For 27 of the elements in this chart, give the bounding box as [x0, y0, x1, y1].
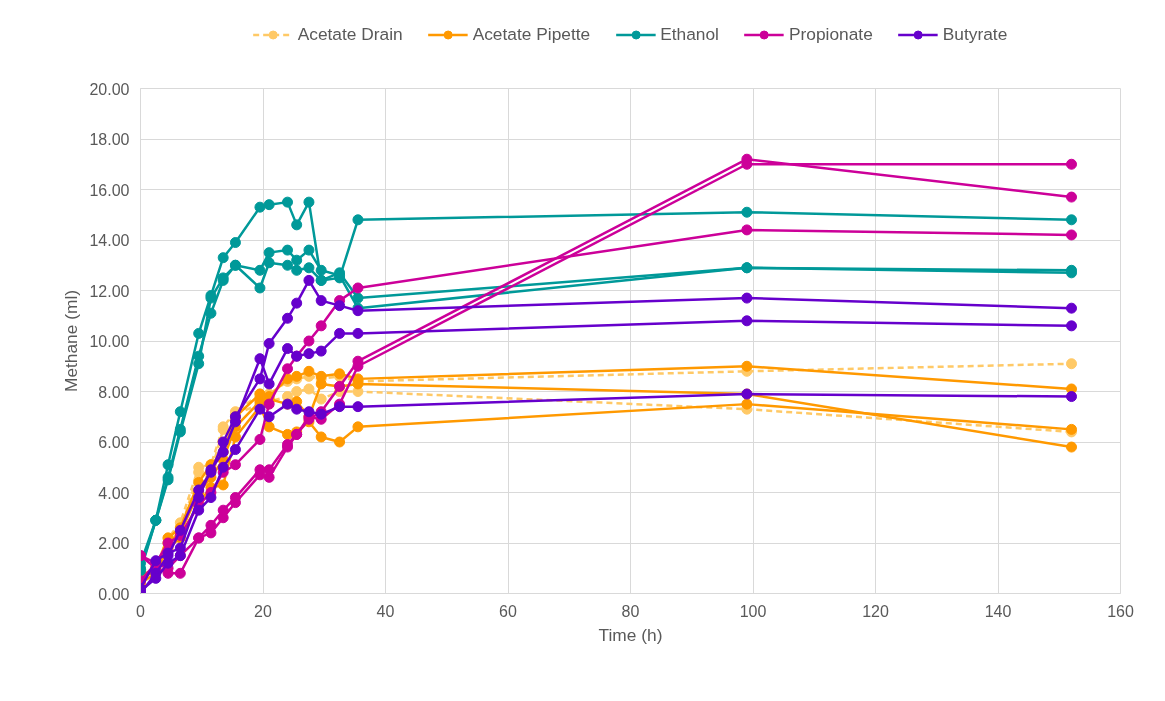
legend-label: Acetate Drain	[297, 23, 403, 45]
x-tick-label: 80	[621, 602, 640, 620]
x-tick-label: 120	[862, 602, 889, 620]
x-tick-label: 100	[739, 602, 767, 620]
y-tick-label: 16.00	[89, 181, 130, 199]
y-tick-label: 8.00	[98, 383, 130, 401]
legend-label: Butyrate	[942, 23, 1008, 45]
y-tick-label: 2.00	[98, 535, 130, 552]
x-tick-label: 0	[136, 602, 146, 620]
y-tick-label: 0.00	[98, 585, 130, 603]
y-tick-label: 18.00	[89, 131, 130, 148]
legend-label: Ethanol	[660, 23, 719, 45]
y-tick-label: 20.00	[89, 80, 130, 98]
x-tick-label: 160	[1107, 602, 1134, 620]
y-tick-label: 6.00	[98, 434, 130, 451]
y-tick-label: 12.00	[89, 282, 130, 300]
x-tick-label: 140	[984, 602, 1012, 620]
y-tick-label: 4.00	[98, 484, 130, 502]
x-tick-label: 60	[499, 602, 517, 620]
legend-label: Propionate	[788, 23, 873, 45]
x-axis-title: Time (h)	[598, 624, 663, 645]
y-axis-title: Methane (ml)	[61, 289, 82, 393]
y-tick-label: 14.00	[89, 232, 130, 249]
x-tick-label: 20	[254, 602, 272, 620]
x-tick-label: 40	[376, 602, 395, 620]
y-tick-label: 10.00	[89, 333, 130, 350]
legend-label: Acetate Pipette	[472, 23, 591, 45]
